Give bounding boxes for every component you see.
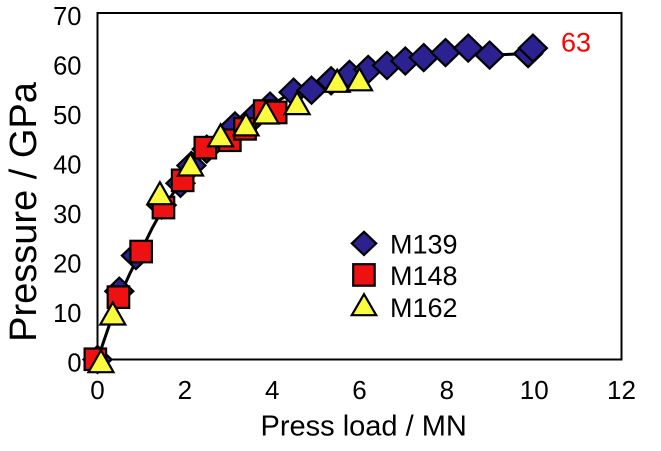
- svg-text:10: 10: [520, 375, 549, 405]
- svg-text:4: 4: [265, 375, 279, 405]
- svg-text:40: 40: [53, 152, 81, 180]
- svg-text:Press load / MN: Press load / MN: [261, 411, 467, 443]
- svg-text:0: 0: [67, 350, 81, 378]
- svg-text:2: 2: [178, 375, 192, 405]
- svg-text:M139: M139: [390, 230, 458, 260]
- svg-text:10: 10: [53, 300, 81, 328]
- svg-text:Pressure / GPa: Pressure / GPa: [3, 81, 45, 342]
- svg-text:M148: M148: [390, 261, 458, 291]
- svg-text:6: 6: [352, 375, 366, 405]
- svg-text:M162: M162: [390, 293, 458, 323]
- svg-text:8: 8: [440, 375, 454, 405]
- svg-text:50: 50: [53, 102, 81, 130]
- svg-text:30: 30: [53, 201, 81, 229]
- svg-text:63: 63: [561, 28, 591, 58]
- svg-text:12: 12: [607, 375, 636, 405]
- svg-text:20: 20: [53, 251, 81, 279]
- svg-text:60: 60: [53, 53, 81, 81]
- svg-text:0: 0: [90, 375, 104, 405]
- svg-text:70: 70: [53, 3, 81, 31]
